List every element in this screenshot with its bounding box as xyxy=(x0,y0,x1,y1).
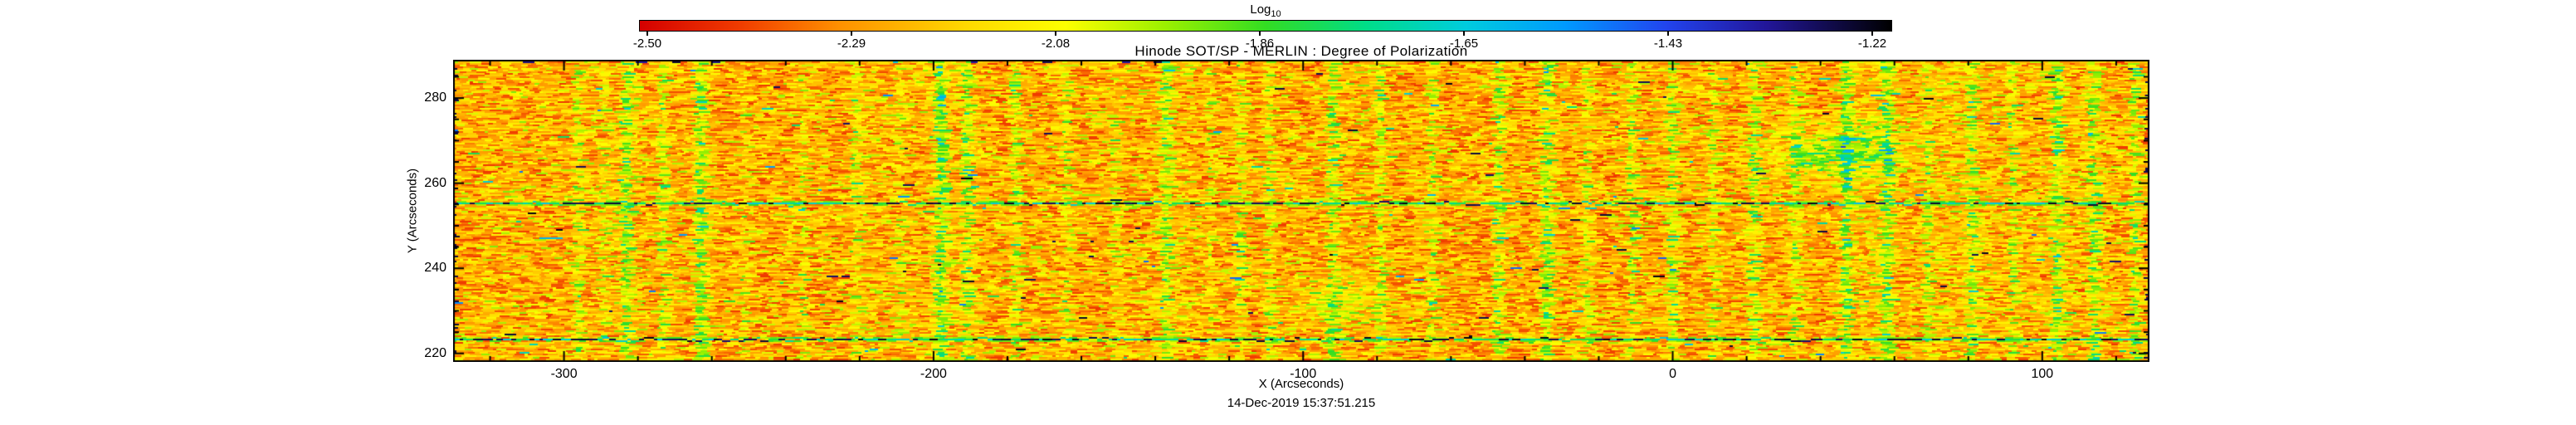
colorbar-tick xyxy=(646,32,648,36)
x-tick-label: -300 xyxy=(550,367,578,381)
y-tick-label: 220 xyxy=(424,345,446,360)
x-axis-label: X (Arcseconds) xyxy=(1258,377,1344,391)
colorbar-tick-label: -2.50 xyxy=(632,37,662,51)
chart-title: Hinode SOT/SP - MERLIN : Degree of Polar… xyxy=(1134,43,1468,59)
colorbar-tick xyxy=(1871,32,1873,36)
colorbar-tick-label: -1.65 xyxy=(1449,37,1479,51)
colorbar-label-sub: 10 xyxy=(1271,9,1281,19)
colorbar-tick xyxy=(1055,32,1056,36)
colorbar-tick xyxy=(1463,32,1465,36)
colorbar-tick-label: -2.29 xyxy=(837,37,866,51)
heatmap-canvas xyxy=(453,60,2149,362)
colorbar-tick-label: -1.22 xyxy=(1857,37,1887,51)
x-tick-label: -100 xyxy=(1290,367,1317,381)
x-tick-label: 0 xyxy=(1669,367,1676,381)
colorbar-tick-label: -1.43 xyxy=(1653,37,1683,51)
colorbar-tick xyxy=(851,32,852,36)
colorbar-tick xyxy=(1667,32,1669,36)
colorbar-tick-label: -1.86 xyxy=(1245,37,1275,51)
timestamp-label: 14-Dec-2019 15:37:51.215 xyxy=(1227,396,1376,410)
colorbar-gradient xyxy=(639,20,1892,32)
y-tick-label: 280 xyxy=(424,90,446,105)
y-tick-label: 260 xyxy=(424,175,446,190)
colorbar-tick xyxy=(1259,32,1261,36)
x-tick-label: -200 xyxy=(920,367,947,381)
colorbar-label-main: Log xyxy=(1250,2,1271,17)
y-tick-label: 240 xyxy=(424,261,446,276)
colorbar-tick-label: -2.08 xyxy=(1041,37,1071,51)
colorbar-label: Log10 xyxy=(639,2,1892,19)
x-tick-label: 100 xyxy=(2031,367,2054,381)
